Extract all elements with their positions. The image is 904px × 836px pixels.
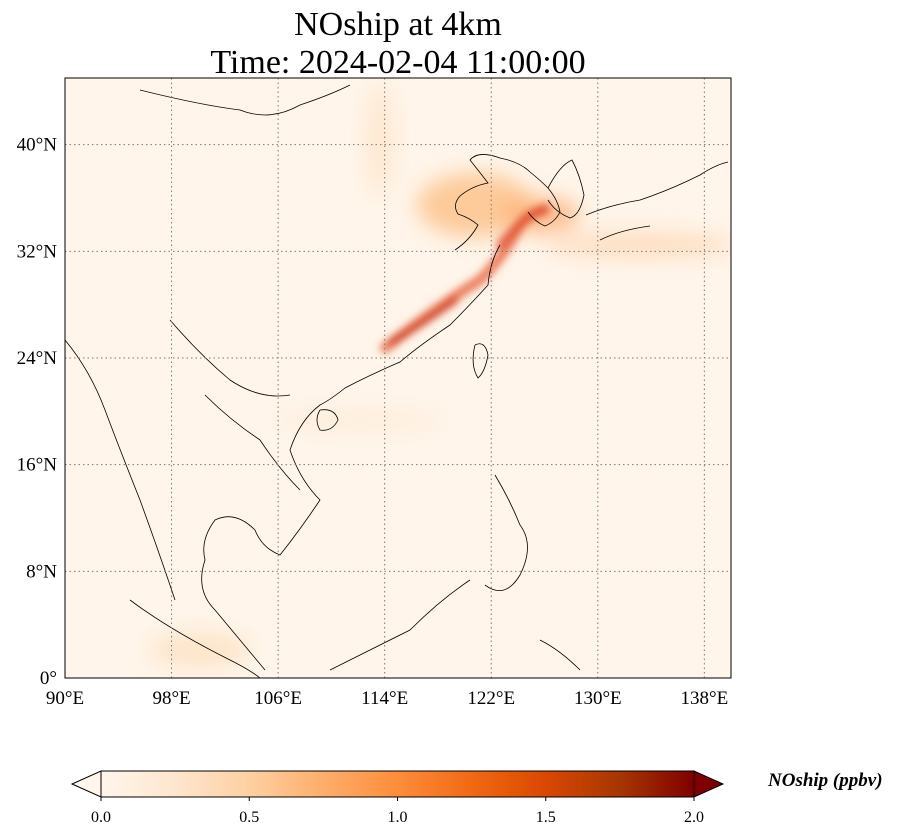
gridlines xyxy=(65,78,731,678)
colorbar-extend-high xyxy=(693,770,725,798)
sulawesi-coast xyxy=(539,639,581,671)
map-title: NOship at 4km Time: 2024-02-04 11:00:00 xyxy=(0,6,796,82)
sumatra-coast xyxy=(129,599,261,678)
japan-coast xyxy=(585,161,729,241)
northern-border xyxy=(139,84,351,116)
latitude-axis: 0° 8°N 16°N 24°N 32°N 40°N xyxy=(17,135,58,689)
colorbar-tick-label: 0.5 xyxy=(239,809,259,826)
lon-tick-label: 106°E xyxy=(254,688,302,709)
colorbar: 0.0 0.5 1.0 1.5 2.0 xyxy=(70,770,725,826)
colorbar-title: NOship (ppbv) xyxy=(768,770,883,791)
map-frame xyxy=(64,77,732,679)
colorbar-tick-label: 1.0 xyxy=(388,809,408,826)
colorbar-tick-label: 0.0 xyxy=(91,809,111,826)
china-southeast-coast xyxy=(319,244,501,406)
lon-tick-label: 98°E xyxy=(152,688,190,709)
lat-tick-label: 40°N xyxy=(17,135,58,156)
colorbar-tick-label: 2.0 xyxy=(684,809,704,826)
concentration-field xyxy=(65,78,731,678)
lon-tick-label: 130°E xyxy=(574,688,622,709)
lat-tick-label: 16°N xyxy=(17,455,58,476)
lon-tick-label: 90°E xyxy=(46,688,84,709)
coastlines xyxy=(65,84,729,678)
yellow-sea-coast xyxy=(454,154,561,251)
colorbar-ticks: 0.0 0.5 1.0 1.5 2.0 xyxy=(91,797,704,826)
lon-tick-label: 138°E xyxy=(681,688,729,709)
title-line-1: NOship at 4km xyxy=(294,6,502,43)
hainan-island xyxy=(316,409,339,431)
colorbar-extend-low xyxy=(70,770,102,798)
regional-plume xyxy=(150,85,731,668)
lat-tick-label: 8°N xyxy=(26,561,57,582)
taiwan-island xyxy=(472,343,489,379)
lat-tick-label: 24°N xyxy=(17,348,58,369)
lat-tick-label: 32°N xyxy=(17,241,58,262)
lat-tick-label: 0° xyxy=(40,668,57,689)
longitude-axis: 90°E 98°E 106°E 114°E 122°E 130°E 138°E xyxy=(46,688,728,709)
title-line-2: Time: 2024-02-04 11:00:00 xyxy=(210,44,586,81)
indochina-coast xyxy=(201,404,321,671)
lon-tick-label: 114°E xyxy=(361,688,408,709)
lon-tick-label: 122°E xyxy=(467,688,515,709)
land-borders xyxy=(169,319,301,491)
korean-peninsula xyxy=(547,159,585,219)
shipping-lane-plume xyxy=(380,204,550,353)
colorbar-tick-label: 1.5 xyxy=(536,809,556,826)
bay-of-bengal-coast xyxy=(65,339,176,601)
philippines-borneo-coast xyxy=(329,474,528,671)
colorbar-gradient xyxy=(100,770,695,798)
